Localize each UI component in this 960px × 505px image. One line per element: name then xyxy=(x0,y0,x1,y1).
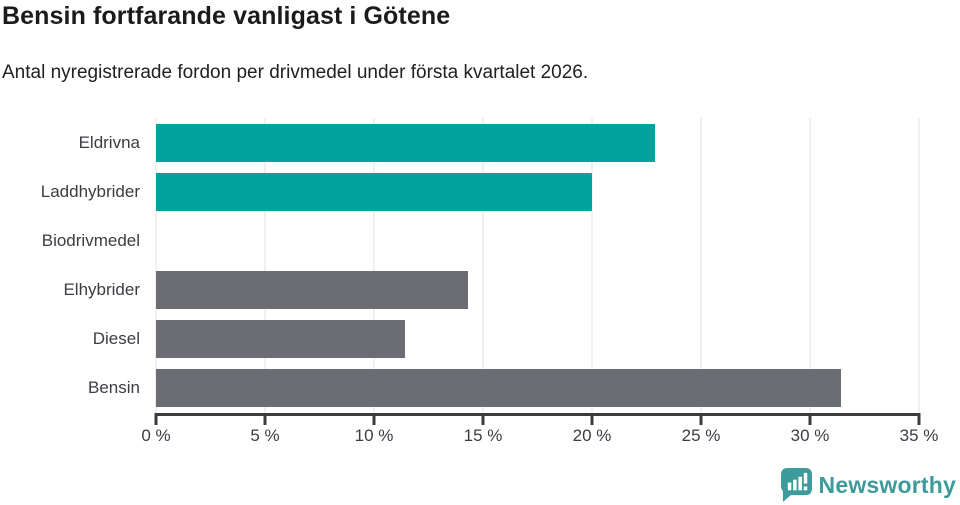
category-label-laddhybrider: Laddhybrider xyxy=(40,181,140,201)
chart-subtitle: Antal nyregistrerade fordon per drivmede… xyxy=(2,62,589,83)
bar-diesel xyxy=(156,320,405,359)
tick-label-0: 0 % xyxy=(141,426,171,445)
bar-row-biodrivmedel xyxy=(156,216,919,265)
gridline-25 xyxy=(700,118,702,413)
tick-mark-35 xyxy=(917,413,921,425)
category-label-biodrivmedel: Biodrivmedel xyxy=(41,230,140,250)
category-label-elhybrider: Elhybrider xyxy=(63,280,140,300)
newsworthy-logo: Newsworthy xyxy=(780,467,956,503)
gridline-20 xyxy=(591,118,593,413)
tick-mark-10 xyxy=(372,413,376,425)
gridline-0 xyxy=(155,118,157,413)
category-label-bensin: Bensin xyxy=(88,378,140,398)
tick-mark-25 xyxy=(699,413,703,425)
tick-label-15: 15 % xyxy=(463,426,503,445)
tick-mark-15 xyxy=(481,413,485,425)
gridline-10 xyxy=(373,118,375,413)
tick-label-5: 5 % xyxy=(250,426,280,445)
bar-row-elhybrider xyxy=(156,266,919,315)
gridline-5 xyxy=(264,118,266,413)
newsworthy-logo-icon xyxy=(780,468,812,502)
tick-label-10: 10 % xyxy=(354,426,394,445)
tick-mark-20 xyxy=(590,413,594,425)
tick-mark-0 xyxy=(154,413,158,425)
gridline-15 xyxy=(482,118,484,413)
bar-row-diesel xyxy=(156,315,919,364)
newsworthy-logo-text: Newsworthy xyxy=(818,471,956,498)
bar-row-laddhybrider xyxy=(156,167,919,216)
tick-label-30: 30 % xyxy=(790,426,830,445)
bar-laddhybrider xyxy=(156,172,592,211)
bar-row-bensin xyxy=(156,364,919,413)
category-label-diesel: Diesel xyxy=(92,329,140,349)
tick-label-25: 25 % xyxy=(681,426,721,445)
bar-eldrivna xyxy=(156,123,656,162)
tick-mark-5 xyxy=(263,413,267,425)
category-label-eldrivna: Eldrivna xyxy=(78,132,140,152)
bar-row-eldrivna xyxy=(156,118,919,167)
tick-label-20: 20 % xyxy=(572,426,612,445)
gridline-35 xyxy=(918,118,920,413)
chart-title: Bensin fortfarande vanligast i Götene xyxy=(2,2,451,30)
tick-mark-30 xyxy=(808,413,812,425)
tick-label-35: 35 % xyxy=(899,426,939,445)
x-axis-line xyxy=(156,413,919,416)
bar-bensin xyxy=(156,369,841,408)
gridline-30 xyxy=(809,118,811,413)
category-axis: Eldrivna Laddhybrider Biodrivmedel Elhybrid… xyxy=(0,118,148,413)
bar-elhybrider xyxy=(156,271,468,310)
plot-area: 0 % 5 % 10 % 15 % 20 % 25 % 30 % 35 % xyxy=(141,118,938,445)
